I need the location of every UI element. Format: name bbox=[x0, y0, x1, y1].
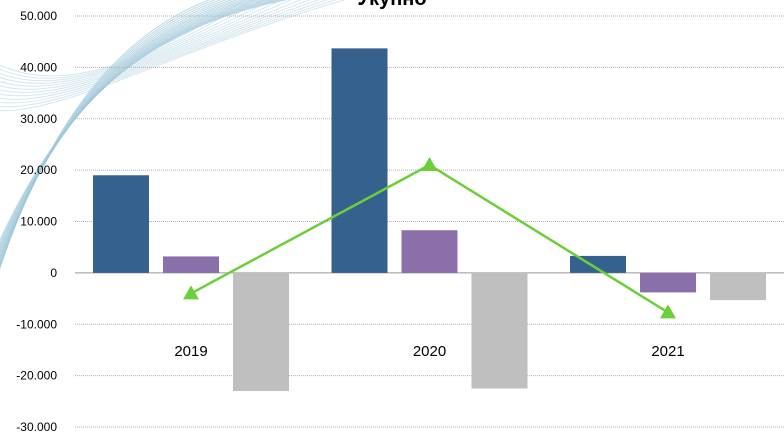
x-category-label: 2021 bbox=[651, 343, 684, 360]
y-tick-label: 40.000 bbox=[20, 60, 57, 74]
decor-curve bbox=[0, 0, 347, 112]
bar bbox=[640, 272, 696, 293]
decor-curve bbox=[0, 0, 283, 87]
decor-curve bbox=[0, 0, 320, 100]
decor-curve bbox=[0, 0, 302, 93]
bar bbox=[93, 175, 149, 273]
decor-curve bbox=[0, 0, 245, 77]
gridlines bbox=[75, 15, 784, 428]
decor-curve bbox=[0, 0, 329, 104]
decorative-wave-lines bbox=[0, 0, 347, 270]
bar bbox=[710, 272, 766, 301]
x-category-label: 2020 bbox=[413, 343, 446, 360]
decor-curve bbox=[0, 0, 293, 90]
line-point bbox=[183, 285, 199, 300]
line-point bbox=[421, 156, 438, 171]
decor-curve bbox=[0, 0, 255, 79]
chart-title: Укупно bbox=[0, 0, 784, 11]
y-tick-label: 30.000 bbox=[20, 112, 57, 126]
bars bbox=[93, 48, 766, 392]
y-tick-label: 10.000 bbox=[20, 215, 57, 229]
y-tick-label: 20.000 bbox=[20, 163, 57, 177]
y-tick-label: 0 bbox=[50, 266, 57, 280]
line-point bbox=[660, 304, 676, 319]
decor-curve bbox=[0, 0, 274, 84]
decor-curve bbox=[0, 0, 311, 97]
line-series bbox=[183, 156, 676, 319]
bar bbox=[401, 230, 458, 273]
decor-curve bbox=[0, 0, 338, 108]
y-tick-label: -20.000 bbox=[16, 369, 57, 383]
y-tick-label: 50.000 bbox=[20, 9, 57, 23]
y-tick-label: -30.000 bbox=[16, 420, 57, 434]
bar bbox=[331, 48, 388, 273]
y-tick-label: -10.000 bbox=[16, 317, 57, 331]
x-category-label: 2019 bbox=[174, 343, 207, 360]
tick-labels: 50.000 40.000 30.000 20.000 10.000 0 -10.000 -2… bbox=[16, 9, 684, 434]
bar bbox=[163, 256, 219, 273]
bar bbox=[471, 272, 528, 389]
bar bbox=[233, 272, 289, 392]
